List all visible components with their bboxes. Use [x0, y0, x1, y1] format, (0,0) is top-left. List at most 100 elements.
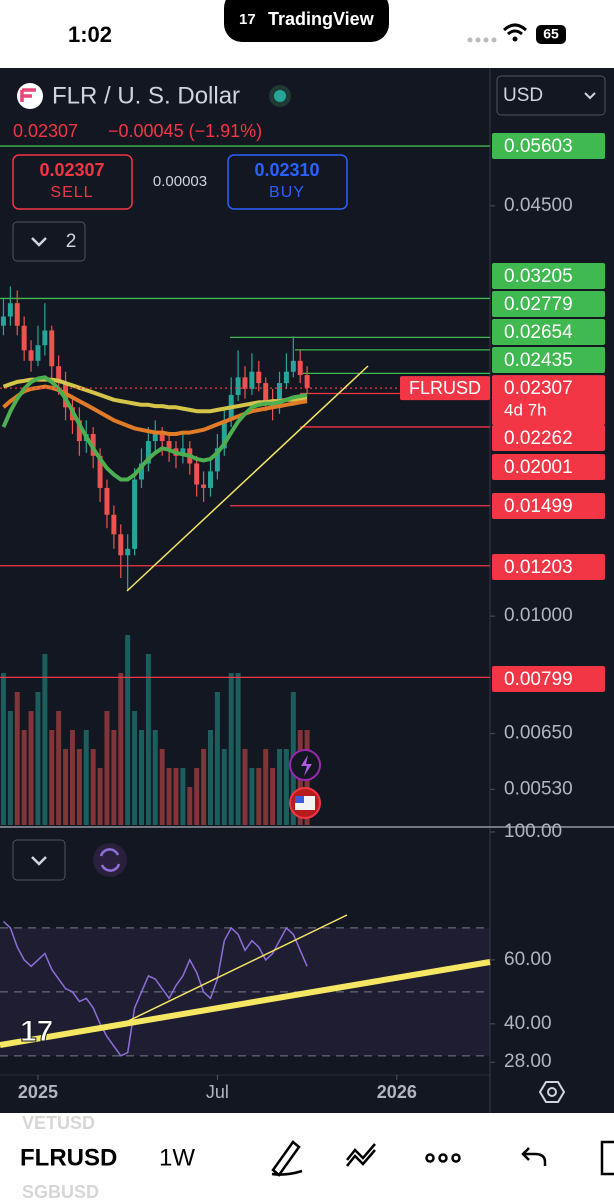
- trend-line: [126, 365, 369, 592]
- candle-body: [214, 448, 220, 472]
- volume-bar: [90, 749, 96, 825]
- volume-bar: [221, 749, 227, 825]
- candle-body: [132, 479, 138, 549]
- toolbar: [0, 1113, 614, 1200]
- spread: 0.00003: [153, 173, 207, 190]
- symbol-logo-mark: [20, 88, 36, 102]
- y-tick-label: 100.00: [504, 821, 562, 842]
- settings-icon[interactable]: [538, 1081, 566, 1103]
- price-pane: 0.04500 0.01000 0.00650 0.00530 2025 Jul 2026 0…: [0, 133, 605, 1102]
- level-label: 0.00799: [504, 669, 573, 690]
- level-label: 0.02779: [504, 294, 573, 315]
- volume-bar: [63, 749, 69, 825]
- volume-bar: [173, 768, 179, 825]
- dropdown-chevron: [584, 92, 596, 100]
- candle-body: [242, 377, 248, 389]
- interval[interactable]: 1W: [159, 1144, 195, 1171]
- volume-bar: [235, 673, 241, 825]
- volume-bar: [56, 711, 62, 825]
- level-tag: [492, 133, 605, 159]
- y-tick-label: 0.00530: [504, 778, 573, 799]
- more-tool[interactable]: [425, 1153, 461, 1163]
- currency-select[interactable]: [496, 75, 606, 116]
- volume-bar: [166, 768, 172, 825]
- settings-dot: [547, 1087, 557, 1097]
- candle-body: [0, 316, 6, 326]
- level-tag: [492, 347, 605, 373]
- candle-body: [104, 487, 110, 515]
- candle-body: [138, 463, 144, 480]
- wifi-icon: [502, 23, 528, 36]
- volume-bar: [76, 749, 82, 825]
- y-tick-label: 0.01000: [504, 605, 573, 626]
- indicator-tool[interactable]: [346, 1143, 376, 1167]
- volume-bar: [49, 730, 55, 825]
- volume-bar: [228, 673, 234, 825]
- indicators-toggle[interactable]: [12, 221, 86, 262]
- volume-bar: [159, 749, 165, 825]
- rsi-chevron: [31, 856, 47, 866]
- last-price-symbol-tag: [400, 376, 490, 401]
- y-tick-label: 0.00650: [504, 723, 573, 744]
- rsi-refresh[interactable]: [93, 843, 127, 877]
- draw-tool[interactable]: [271, 1140, 303, 1177]
- undo-tool[interactable]: [521, 1147, 547, 1166]
- buy-button[interactable]: [227, 154, 348, 210]
- sell-button[interactable]: [12, 154, 133, 210]
- symbol-title: FLR / U. S. Dollar: [52, 82, 240, 109]
- x-tick-label: Jul: [206, 1082, 229, 1102]
- y-tick-label: 28.00: [504, 1051, 552, 1072]
- candle-body: [56, 366, 62, 384]
- level-label: 0.03205: [504, 266, 573, 287]
- volume-bar: [42, 654, 48, 825]
- toolbar-symbol[interactable]: FLRUSD: [20, 1144, 117, 1171]
- rsi-collapse[interactable]: [12, 839, 66, 881]
- candle-body: [14, 303, 20, 326]
- candle-body: [166, 441, 172, 449]
- candle-body: [290, 360, 296, 372]
- quote: 0.02307: [13, 121, 78, 141]
- volume-bar: [277, 749, 282, 825]
- volume-bar: [83, 730, 89, 825]
- level-label: 0.05603: [504, 136, 573, 157]
- candle-body: [28, 350, 34, 361]
- candle-body: [180, 448, 186, 456]
- volume-bar: [69, 730, 75, 825]
- moving-average: [2, 377, 308, 414]
- volume-bar: [263, 749, 269, 825]
- level-tag: [492, 454, 605, 480]
- rsi-trend-line-thick: [0, 959, 491, 1048]
- volume-bar: [242, 749, 248, 825]
- candle-body: [111, 514, 117, 535]
- rsi-pane: 100.00 60.00 40.00 28.00: [0, 821, 562, 1072]
- countdown: 4d 7h: [504, 401, 547, 420]
- app-name: TradingView: [268, 9, 375, 29]
- volume-bar: [152, 730, 158, 825]
- toggle-chevron: [31, 237, 47, 247]
- fullscreen-tool[interactable]: [600, 1140, 614, 1176]
- moving-average: [1, 375, 308, 482]
- level-label: 0.02262: [504, 428, 573, 449]
- level-tag: [492, 263, 605, 289]
- volume-bar: [180, 768, 186, 825]
- volume-bar: [187, 787, 193, 825]
- rsi-trend-line: [121, 914, 348, 1025]
- bolt-icon: [301, 755, 312, 776]
- watchlist-prev[interactable]: VETUSD: [22, 1113, 95, 1133]
- volume-bar: [138, 730, 144, 825]
- chart-area: [0, 68, 614, 1113]
- currency: USD: [503, 85, 543, 106]
- app-pill: [224, 0, 389, 42]
- level-label: 0.01203: [504, 557, 573, 578]
- volume-bar: [7, 711, 13, 825]
- candle-body: [283, 371, 289, 384]
- candle-body: [277, 383, 282, 408]
- level-label: 0.02654: [504, 322, 573, 343]
- volume-bar: [208, 730, 213, 825]
- level-tag: [492, 666, 605, 692]
- candle-body: [97, 455, 103, 488]
- wifi-dot: [512, 36, 518, 42]
- volume-bar: [270, 768, 276, 825]
